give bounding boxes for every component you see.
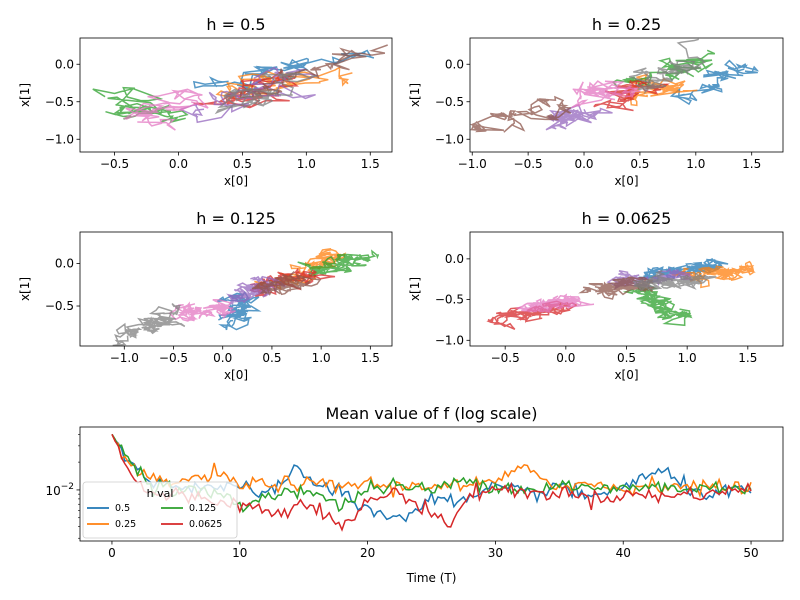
x-tick-label: 40 [616, 546, 631, 560]
y-tick-label: −0.5 [435, 95, 464, 109]
y-tick-label: 0.0 [55, 256, 74, 270]
y-tick-label: −0.5 [435, 293, 464, 307]
legend: h val 0.5 0.25 0.125 0.0625 [82, 481, 238, 539]
y-axis-label: x[1] [18, 277, 32, 301]
x-tick-label: 50 [743, 546, 758, 560]
trajectory-7 [571, 80, 641, 109]
trajectory-5 [178, 66, 319, 124]
trajectory-1 [669, 59, 760, 106]
x-tick-label: −0.5 [491, 351, 520, 365]
trajectory-7 [168, 298, 236, 322]
x-axis-label: x[0] [614, 174, 638, 188]
x-tick-label: 1.5 [361, 351, 380, 365]
legend-label: 0.125 [189, 503, 216, 514]
x-tick-label: −0.5 [100, 157, 129, 171]
x-tick-label: 0.5 [233, 157, 252, 171]
trajectory-6 [578, 276, 655, 300]
legend-title: h val [147, 487, 174, 500]
trajectory-3 [92, 86, 189, 124]
x-tick-label: 0.5 [262, 351, 281, 365]
x-tick-label: 1.0 [686, 157, 705, 171]
legend-frame [82, 481, 238, 539]
x-tick-label: 0.5 [630, 157, 649, 171]
x-tick-label: −1.0 [110, 351, 139, 365]
trajectory-6 [251, 271, 322, 296]
x-tick-label: 0.5 [617, 351, 636, 365]
y-tick-label: −1.0 [435, 132, 464, 146]
y-tick-label: −0.5 [45, 95, 74, 109]
legend-label: 0.5 [115, 503, 130, 514]
subplot-title: h = 0.5 [206, 15, 265, 34]
x-axis-label: x[0] [224, 174, 248, 188]
trajectory-7 [516, 293, 595, 313]
subplot-4: −0.5 0.0 0.5 1.0 1.5 −1.0 −0.5 0.0 h = 0.0625 x[0… [408, 209, 784, 382]
y-tick-label: −1.0 [435, 333, 464, 347]
subplot-title: h = 0.0625 [582, 209, 672, 228]
x-tick-label: −0.5 [159, 351, 188, 365]
y-tick-label: 0.0 [445, 252, 464, 266]
trajectory-3 [297, 249, 380, 277]
x-tick-label: 1.0 [678, 351, 697, 365]
x-tick-label: −0.5 [514, 157, 543, 171]
trajectory-8 [632, 269, 717, 292]
x-tick-label: 10 [232, 546, 247, 560]
subplot-title: h = 0.25 [592, 15, 661, 34]
x-tick-label: 0.0 [213, 351, 232, 365]
x-tick-label: 0.0 [169, 157, 188, 171]
y-tick-label: 0.0 [445, 57, 464, 71]
subplot-title: Mean value of f (log scale) [326, 404, 538, 423]
x-tick-label: 30 [488, 546, 503, 560]
y-tick-label: 10−2 [45, 482, 74, 498]
x-tick-label: 0.0 [556, 351, 575, 365]
trajectory-6 [239, 44, 388, 99]
trajectory-3 [622, 284, 693, 327]
subplot-title: h = 0.125 [196, 209, 276, 228]
x-axis-label: Time (T) [406, 571, 457, 585]
subplot-1: −0.5 0.0 0.5 1.0 1.5 −1.0 −0.5 0.0 h = 0.5 x[0] x[… [18, 15, 393, 188]
x-tick-label: 1.5 [738, 351, 757, 365]
trajectory-3 [612, 49, 716, 88]
y-axis-label: x[1] [408, 83, 422, 107]
axes-frame [469, 37, 784, 153]
axes-frame [79, 231, 393, 347]
x-tick-label: −1.0 [458, 157, 487, 171]
trajectory-8 [112, 303, 186, 346]
trajectory-8 [214, 72, 317, 115]
legend-label: 0.25 [115, 519, 136, 530]
axes-frame [79, 37, 393, 153]
x-tick-label: 1.5 [361, 157, 380, 171]
y-axis-label: x[1] [18, 83, 32, 107]
x-tick-label: 1.5 [742, 157, 761, 171]
x-axis-label: x[0] [614, 368, 638, 382]
subplot-2: −1.0 −0.5 0.0 0.5 1.0 1.5 −1.0 −0.5 0.0 h = 0.25 x… [408, 15, 784, 188]
y-axis-label: x[1] [408, 277, 422, 301]
x-tick-label: 1.0 [297, 157, 316, 171]
y-tick-label: −0.5 [45, 299, 74, 313]
axes-frame [79, 426, 784, 542]
x-tick-label: 1.0 [312, 351, 331, 365]
y-tick-label: −1.0 [45, 132, 74, 146]
trajectory-7 [122, 88, 209, 131]
legend-label: 0.0625 [189, 519, 222, 530]
y-tick-label: 0.0 [55, 57, 74, 71]
subplot-3: −1.0 −0.5 0.0 0.5 1.0 1.5 −0.5 0.0 h = 0.125 x[0]… [18, 209, 393, 382]
x-tick-label: 20 [360, 546, 375, 560]
subplot-mean-value: 0 10 20 30 40 50 10−2 Mean value of f (log scal… [45, 404, 784, 585]
x-tick-label: 0 [108, 546, 116, 560]
trajectory-8 [628, 38, 707, 95]
x-tick-label: 0.0 [574, 157, 593, 171]
trajectory-6 [470, 95, 572, 133]
x-axis-label: x[0] [224, 368, 248, 382]
